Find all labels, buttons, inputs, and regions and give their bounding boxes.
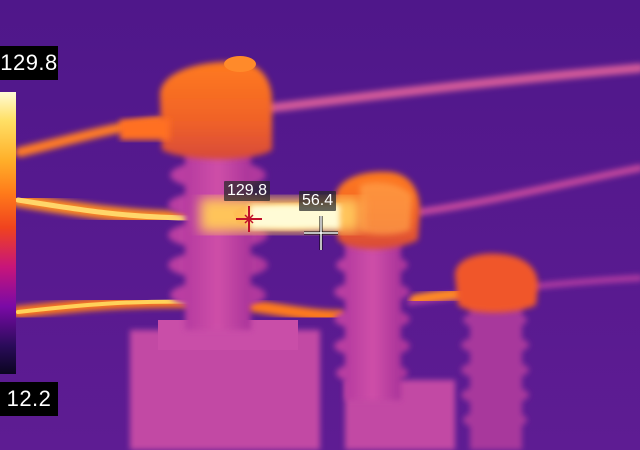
- crosshair-icon: [304, 216, 338, 250]
- hot-spot-marker-icon: [236, 206, 262, 232]
- scale-min-label: 12.2: [0, 382, 58, 416]
- middle-bushing: [334, 171, 455, 450]
- scale-max-label: 129.8: [0, 46, 58, 80]
- color-scale-bar: [0, 92, 16, 374]
- center-spot-temperature: 56.4: [299, 191, 337, 211]
- left-bushing: [120, 56, 320, 450]
- hot-spot-temperature: 129.8: [224, 181, 271, 201]
- right-bushing: [455, 253, 538, 450]
